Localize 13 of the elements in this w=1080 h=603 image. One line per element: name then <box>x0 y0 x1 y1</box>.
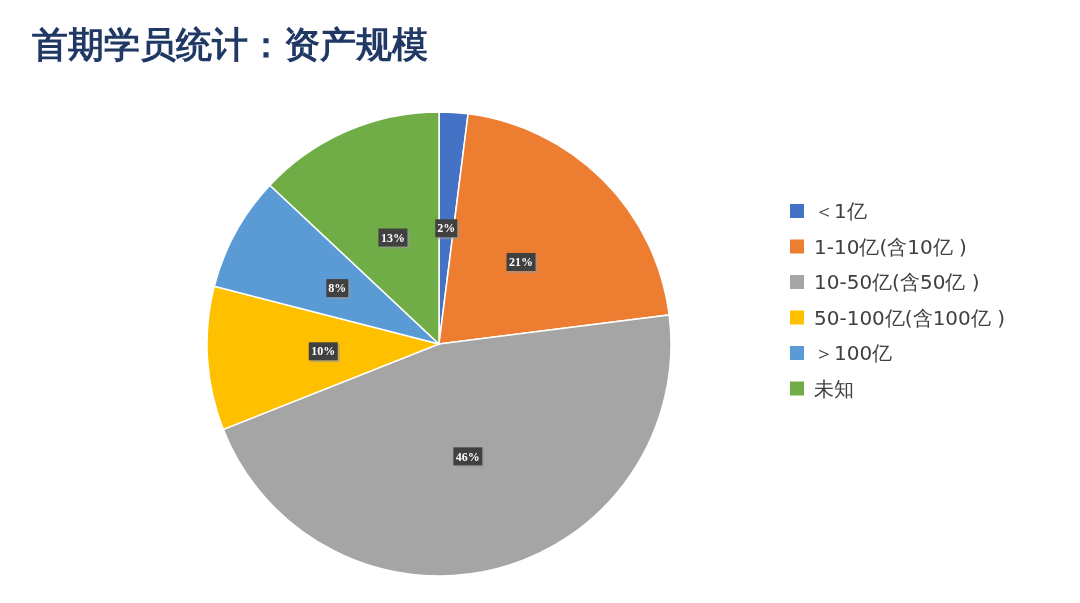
legend-label: 未知 <box>814 376 854 401</box>
chart-title: 首期学员统计：资产规模 <box>32 24 428 65</box>
data-label: 2% <box>437 221 456 236</box>
legend-label: 50-100亿(含100亿 ) <box>814 305 1005 330</box>
legend-label: 10-50亿(含50亿 ) <box>814 270 980 294</box>
legend-label: ＞100亿 <box>814 341 893 365</box>
data-label: 8% <box>328 281 347 296</box>
legend-label: 1-10亿(含10亿 ) <box>814 234 967 259</box>
data-label: 13% <box>380 230 405 245</box>
data-label: 46% <box>455 449 480 464</box>
data-label: 10% <box>311 344 336 359</box>
data-label: 21% <box>509 255 534 270</box>
legend-label: ＜1亿 <box>814 199 867 223</box>
